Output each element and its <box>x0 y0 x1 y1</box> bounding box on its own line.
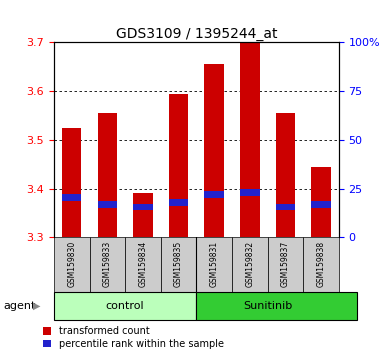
Bar <box>311 167 331 237</box>
Bar <box>311 201 331 208</box>
Bar <box>133 204 153 210</box>
Text: agent: agent <box>4 301 36 311</box>
Text: ▶: ▶ <box>33 301 40 311</box>
Bar <box>196 237 232 292</box>
Bar <box>97 113 117 237</box>
Bar <box>276 113 295 237</box>
Text: Sunitinib: Sunitinib <box>243 301 292 311</box>
Text: GSM159831: GSM159831 <box>210 240 219 287</box>
Text: control: control <box>106 301 144 311</box>
Bar <box>169 93 188 237</box>
Bar <box>240 189 259 196</box>
Bar <box>62 194 82 201</box>
Text: GSM159833: GSM159833 <box>103 240 112 287</box>
Bar <box>268 237 303 292</box>
Bar <box>232 237 268 292</box>
Title: GDS3109 / 1395244_at: GDS3109 / 1395244_at <box>116 28 277 41</box>
Bar <box>161 237 196 292</box>
Bar <box>169 199 188 206</box>
Text: GSM159830: GSM159830 <box>67 240 76 287</box>
Text: GSM159835: GSM159835 <box>174 240 183 287</box>
Text: GSM159838: GSM159838 <box>316 240 325 287</box>
Text: GSM159834: GSM159834 <box>139 240 147 287</box>
Bar <box>133 193 153 237</box>
Bar <box>303 237 339 292</box>
Bar <box>54 292 196 320</box>
Text: GSM159832: GSM159832 <box>245 240 254 287</box>
Bar <box>240 42 259 237</box>
Bar <box>97 201 117 208</box>
Bar <box>196 292 357 320</box>
Bar <box>276 204 295 210</box>
Bar <box>125 237 161 292</box>
Bar <box>62 128 82 237</box>
Bar <box>54 237 90 292</box>
Bar <box>204 64 224 237</box>
Text: GSM159837: GSM159837 <box>281 240 290 287</box>
Bar <box>90 237 125 292</box>
Bar <box>204 192 224 198</box>
Legend: transformed count, percentile rank within the sample: transformed count, percentile rank withi… <box>44 326 224 349</box>
